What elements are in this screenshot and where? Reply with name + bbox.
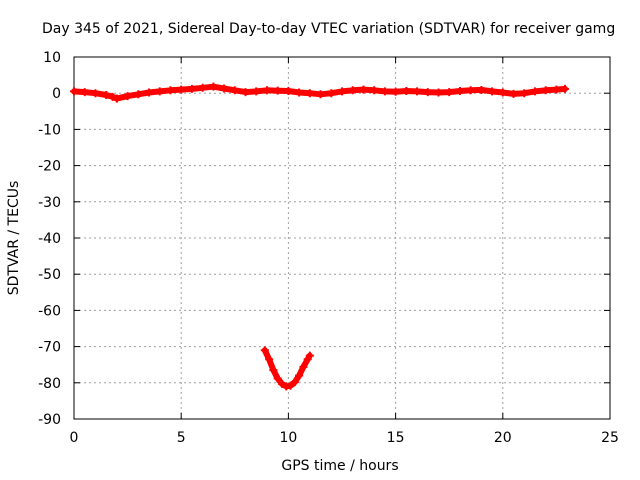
- data-point: [260, 346, 269, 355]
- y-tick-label: -40: [38, 231, 61, 247]
- x-tick-label: 15: [387, 430, 405, 446]
- data-point: [305, 89, 314, 98]
- data-point: [241, 88, 250, 97]
- data-point: [230, 86, 239, 95]
- data-point: [560, 84, 569, 93]
- data-point: [434, 88, 443, 97]
- data-point: [295, 371, 304, 380]
- data-point: [498, 88, 507, 97]
- data-points: [70, 82, 569, 391]
- data-point: [134, 90, 143, 99]
- grid: [74, 57, 610, 419]
- y-tick-label: -60: [38, 303, 61, 319]
- data-point: [445, 88, 454, 97]
- data-point: [155, 87, 164, 96]
- data-point: [273, 374, 282, 383]
- axis-ticks: 0 5 10 15 20 25 10 0 -10 -20 -30 -40 -50 -60 -70 -80 -90: [38, 50, 619, 446]
- data-point: [359, 85, 368, 94]
- data-point: [305, 351, 314, 360]
- data-point: [391, 87, 400, 96]
- chart-title: Day 345 of 2021, Sidereal Day-to-day VTE…: [42, 21, 615, 37]
- data-point: [530, 87, 539, 96]
- x-tick-label: 10: [279, 430, 297, 446]
- data-point: [423, 88, 432, 97]
- data-point: [488, 87, 497, 96]
- data-point: [269, 366, 278, 375]
- data-point: [402, 87, 411, 96]
- data-point: [70, 87, 78, 96]
- data-point: [220, 84, 229, 93]
- data-point: [286, 381, 295, 390]
- y-tick-label: -70: [38, 340, 61, 356]
- data-point: [348, 86, 357, 95]
- y-tick-label: -80: [38, 376, 61, 392]
- data-point: [123, 92, 132, 101]
- data-point: [552, 85, 561, 94]
- data-point: [145, 88, 154, 97]
- data-point: [299, 362, 308, 371]
- data-point: [477, 85, 486, 94]
- data-point: [466, 86, 475, 95]
- data-point: [177, 85, 186, 94]
- data-point: [112, 94, 121, 103]
- data-point: [295, 88, 304, 97]
- data-point: [327, 89, 336, 98]
- data-point: [108, 92, 117, 101]
- data-point: [380, 87, 389, 96]
- y-tick-label: -20: [38, 159, 61, 175]
- data-point: [265, 355, 274, 364]
- data-point: [187, 84, 196, 93]
- y-tick-label: -30: [38, 195, 61, 211]
- y-axis-label: SDTVAR / TECUs: [6, 181, 22, 296]
- x-tick-label: 25: [601, 430, 619, 446]
- data-point: [370, 86, 379, 95]
- y-tick-label: 0: [52, 86, 61, 102]
- data-point: [316, 90, 325, 99]
- data-point: [209, 82, 218, 91]
- data-point: [252, 87, 261, 96]
- data-point: [290, 378, 299, 387]
- data-point: [102, 91, 111, 100]
- data-point: [91, 89, 100, 98]
- y-tick-label: 10: [43, 50, 61, 66]
- data-point: [509, 89, 518, 98]
- data-point: [166, 86, 175, 95]
- data-point: [198, 83, 207, 92]
- data-point: [80, 88, 89, 97]
- data-point: [541, 86, 550, 95]
- y-tick-label: -90: [38, 412, 61, 428]
- data-point: [413, 87, 422, 96]
- data-point: [455, 87, 464, 96]
- y-tick-label: -10: [38, 122, 61, 138]
- x-tick-label: 20: [494, 430, 512, 446]
- x-axis-label: GPS time / hours: [281, 458, 398, 474]
- data-point: [284, 87, 293, 96]
- data-point: [273, 86, 282, 95]
- data-point: [338, 87, 346, 96]
- x-tick-label: 5: [177, 430, 186, 446]
- x-tick-label: 0: [70, 430, 79, 446]
- data-point: [262, 86, 271, 95]
- data-point: [520, 89, 529, 98]
- y-tick-label: -50: [38, 267, 61, 283]
- data-point: [277, 379, 286, 388]
